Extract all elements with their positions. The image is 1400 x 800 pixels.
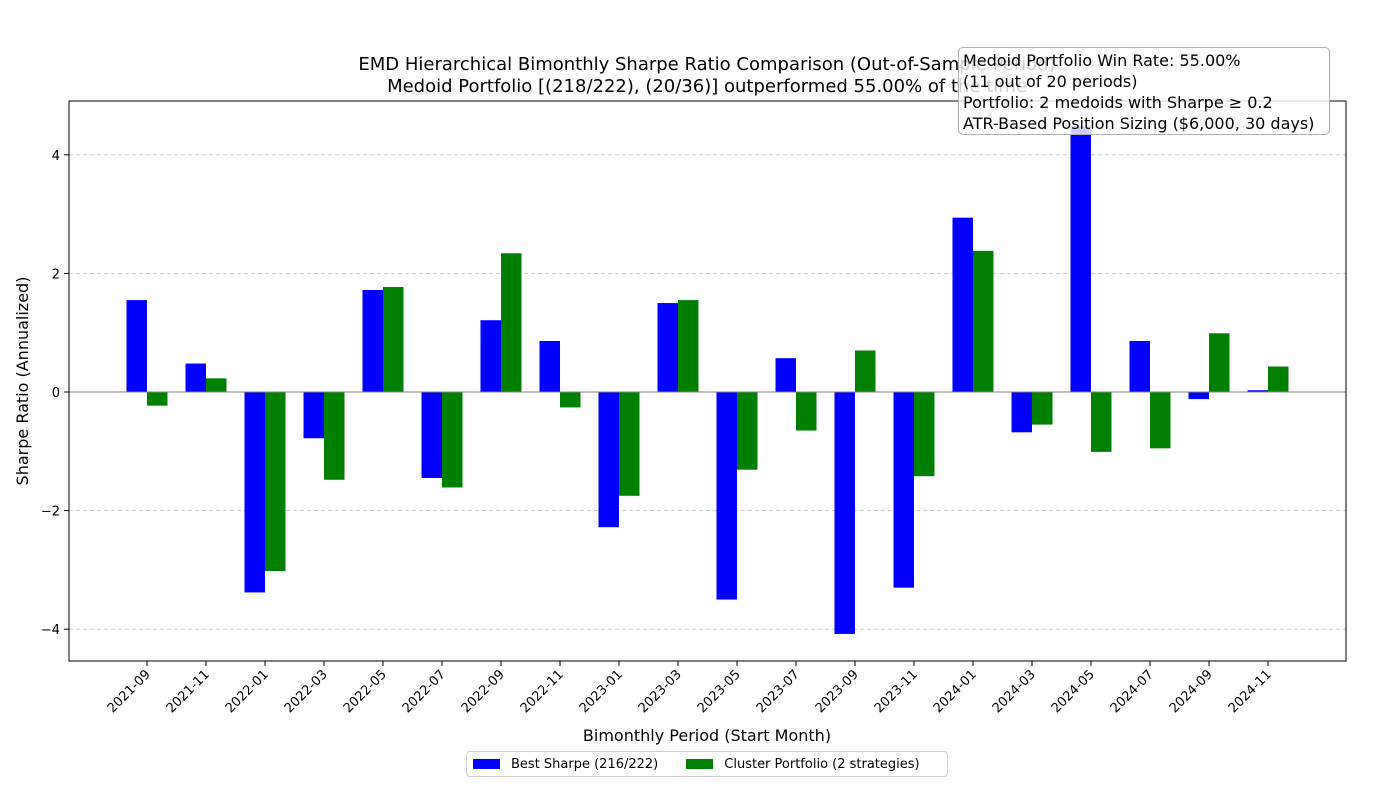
bar-cluster-portfolio-2024-03 — [1032, 392, 1053, 425]
x-tick-label-2024-05: 2024-05 — [1049, 667, 1098, 716]
x-tick-label-2022-11: 2022-11 — [518, 667, 567, 716]
x-tick-label-2024-11: 2024-11 — [1226, 667, 1275, 716]
legend: Best Sharpe (216/222) Cluster Portfolio … — [466, 751, 948, 777]
x-tick-label-2022-09: 2022-09 — [459, 667, 508, 716]
bar-cluster-portfolio-2023-11 — [914, 392, 935, 477]
annotation-line-periods: (11 out of 20 periods) — [963, 72, 1138, 91]
bar-cluster-portfolio-2023-05 — [737, 392, 758, 470]
x-tick-label-2022-05: 2022-05 — [341, 667, 390, 716]
bar-best-sharpe-2023-01 — [598, 392, 619, 528]
y-tick-label: −2 — [41, 505, 60, 520]
legend-item-best-sharpe: Best Sharpe (216/222) — [473, 757, 658, 772]
chart-subtitle: Medoid Portfolio [(218/222), (20/36)] ou… — [387, 76, 1027, 97]
bar-best-sharpe-2022-03 — [303, 392, 324, 439]
bar-cluster-portfolio-2024-09 — [1209, 333, 1230, 392]
x-tick-label-2024-01: 2024-01 — [931, 667, 980, 716]
bar-best-sharpe-2021-11 — [185, 363, 206, 392]
bar-best-sharpe-2024-09 — [1188, 392, 1209, 400]
bar-cluster-portfolio-2024-05 — [1091, 392, 1112, 452]
x-tick-label-2022-07: 2022-07 — [400, 667, 449, 716]
x-tick-label-2022-01: 2022-01 — [223, 667, 272, 716]
bar-best-sharpe-2023-11 — [893, 392, 914, 588]
x-tick-label-2023-05: 2023-05 — [695, 667, 744, 716]
legend-swatch-cluster-portfolio — [686, 759, 714, 769]
bar-best-sharpe-2024-07 — [1129, 341, 1150, 392]
bar-cluster-portfolio-2022-09 — [501, 253, 522, 392]
annotation-line-sizing: ATR-Based Position Sizing ($6,000, 30 da… — [963, 114, 1315, 133]
bar-cluster-portfolio-2023-09 — [855, 350, 876, 392]
bar-cluster-portfolio-2022-05 — [383, 287, 404, 392]
bar-best-sharpe-2024-01 — [952, 217, 973, 392]
bar-cluster-portfolio-2024-01 — [973, 250, 994, 392]
bar-cluster-portfolio-2023-07 — [796, 392, 817, 431]
bar-best-sharpe-2023-07 — [775, 358, 796, 392]
bars — [126, 126, 1289, 634]
bar-best-sharpe-2021-09 — [126, 300, 147, 392]
legend-label-best-sharpe: Best Sharpe (216/222) — [511, 756, 659, 772]
y-tick-label: 0 — [52, 386, 60, 401]
x-tick-label-2023-01: 2023-01 — [577, 667, 626, 716]
x-tick-label-2021-11: 2021-11 — [164, 667, 213, 716]
bar-cluster-portfolio-2024-07 — [1150, 392, 1171, 449]
bar-best-sharpe-2024-05 — [1070, 126, 1091, 392]
win-rate-annotation: Medoid Portfolio Win Rate: 55.00% (11 ou… — [958, 47, 1330, 135]
x-tick-label-2023-11: 2023-11 — [872, 667, 921, 716]
bar-cluster-portfolio-2021-09 — [147, 392, 168, 406]
x-axis-label: Bimonthly Period (Start Month) — [583, 726, 831, 745]
x-tick-label-2024-03: 2024-03 — [990, 667, 1039, 716]
plot-frame — [68, 100, 1347, 662]
bar-cluster-portfolio-2022-01 — [265, 392, 286, 572]
legend-item-cluster-portfolio: Cluster Portfolio (2 strategies) — [686, 756, 920, 772]
x-tick-label-2024-07: 2024-07 — [1108, 667, 1157, 716]
bar-cluster-portfolio-2022-07 — [442, 392, 463, 488]
y-tick-label: 2 — [52, 267, 60, 282]
y-axis-label: Sharpe Ratio (Annualized) — [13, 277, 32, 486]
bar-best-sharpe-2022-05 — [362, 290, 383, 392]
bar-best-sharpe-2024-03 — [1011, 392, 1032, 433]
x-tick-label-2024-09: 2024-09 — [1167, 667, 1216, 716]
x-tick-label-2022-03: 2022-03 — [282, 667, 331, 716]
bar-best-sharpe-2022-09 — [480, 320, 501, 392]
bar-best-sharpe-2022-01 — [244, 392, 265, 593]
x-tick-label-2021-09: 2021-09 — [105, 667, 154, 716]
bar-best-sharpe-2023-03 — [657, 303, 678, 392]
bar-best-sharpe-2022-11 — [539, 341, 560, 392]
annotation-line-portfolio: Portfolio: 2 medoids with Sharpe ≥ 0.2 — [963, 93, 1273, 112]
x-tick-label-2023-07: 2023-07 — [754, 667, 803, 716]
bar-cluster-portfolio-2024-11 — [1268, 366, 1289, 392]
bar-cluster-portfolio-2022-11 — [560, 392, 581, 408]
x-tick-label-2023-09: 2023-09 — [813, 667, 862, 716]
bar-best-sharpe-2022-07 — [421, 392, 442, 478]
bar-cluster-portfolio-2022-03 — [324, 392, 345, 480]
x-tick-label-2023-03: 2023-03 — [636, 667, 685, 716]
legend-swatch-best-sharpe — [473, 759, 500, 769]
bar-cluster-portfolio-2023-01 — [619, 392, 640, 496]
bar-best-sharpe-2024-11 — [1247, 390, 1268, 392]
bar-cluster-portfolio-2023-03 — [678, 300, 699, 392]
bar-best-sharpe-2023-09 — [834, 392, 855, 634]
bar-best-sharpe-2023-05 — [716, 392, 737, 600]
bar-cluster-portfolio-2021-11 — [206, 378, 227, 392]
y-tick-label: 4 — [52, 149, 60, 164]
y-tick-label: −4 — [41, 623, 60, 638]
legend-label-cluster-portfolio: Cluster Portfolio (2 strategies) — [724, 756, 920, 772]
annotation-line-win-rate: Medoid Portfolio Win Rate: 55.00% — [963, 51, 1241, 70]
chart-title: EMD Hierarchical Bimonthly Sharpe Ratio … — [358, 54, 1055, 75]
